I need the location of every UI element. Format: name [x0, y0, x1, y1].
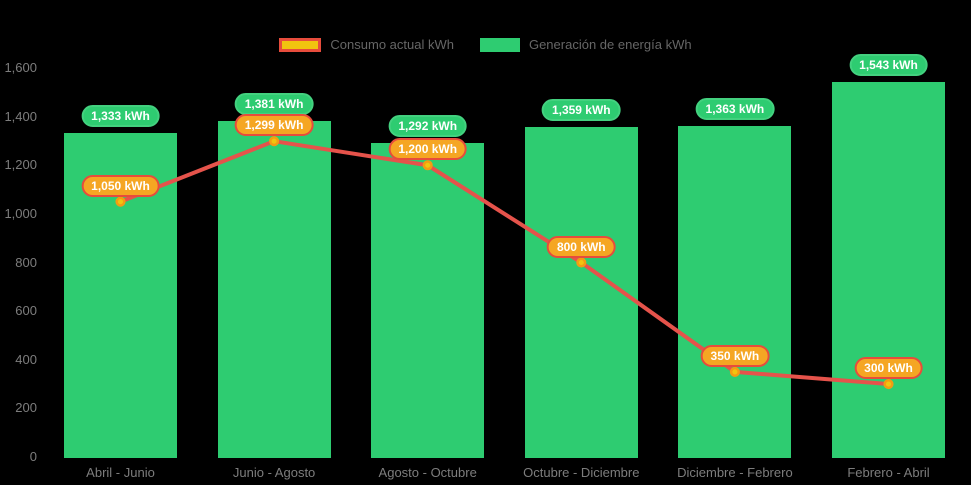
legend-label-generacion: Generación de energía kWh — [528, 37, 692, 52]
legend-item-consumo[interactable]: Consumo actual kWh — [279, 38, 454, 52]
consumption-value-label: 800 kWh — [546, 235, 616, 258]
generation-value-label: 1,333 kWh — [81, 104, 160, 127]
generation-value-label: 1,292 kWh — [388, 114, 468, 137]
y-axis-tick-label: 600 — [15, 303, 37, 319]
bar-generacion[interactable] — [678, 125, 792, 458]
x-axis-label: Octubre - Diciembre — [523, 465, 640, 480]
y-axis-tick-label: 400 — [15, 351, 37, 367]
y-axis-tick-label: 1,600 — [4, 60, 37, 75]
consumo-swatch-icon — [279, 38, 322, 52]
generation-value-label: 1,363 kWh — [695, 97, 775, 120]
generation-value-label: 1,359 kWh — [541, 98, 621, 121]
y-axis-tick-label: 800 — [15, 254, 37, 270]
consumption-value-label: 350 kWh — [700, 344, 770, 367]
y-axis-tick-label: 1,400 — [4, 108, 37, 124]
generacion-swatch-icon — [479, 38, 520, 52]
consumption-value-label: 1,299 kWh — [234, 114, 314, 137]
x-axis-label: Agosto - Octubre — [378, 465, 477, 480]
consumption-value-label: 1,050 kWh — [81, 174, 160, 197]
legend-label-consumo: Consumo actual kWh — [330, 37, 454, 52]
x-axis-label: Febrero - Abril — [847, 465, 930, 480]
y-axis-tick-label: 1,000 — [4, 205, 37, 221]
bar-generacion[interactable] — [524, 126, 638, 458]
y-axis-tick-label: 200 — [15, 400, 37, 416]
generation-value-label: 1,543 kWh — [849, 53, 928, 76]
x-axis-label: Abril - Junio — [86, 465, 155, 480]
bar-generacion[interactable] — [371, 142, 485, 458]
chart-legend: Consumo actual kWh Generación de energía… — [0, 38, 971, 52]
consumption-value-label: 1,200 kWh — [388, 138, 468, 161]
bar-generacion[interactable] — [832, 81, 945, 458]
consumption-value-label: 300 kWh — [854, 357, 923, 380]
x-axis-label: Diciembre - Febrero — [677, 465, 793, 480]
y-axis-tick-label: 1,200 — [4, 157, 37, 173]
bar-generacion[interactable] — [217, 121, 331, 458]
legend-item-generacion[interactable]: Generación de energía kWh — [479, 37, 692, 52]
y-axis-tick-label: 0 — [29, 449, 37, 464]
x-axis-label: Junio - Agosto — [232, 465, 316, 480]
generation-value-label: 1,381 kWh — [234, 93, 314, 116]
